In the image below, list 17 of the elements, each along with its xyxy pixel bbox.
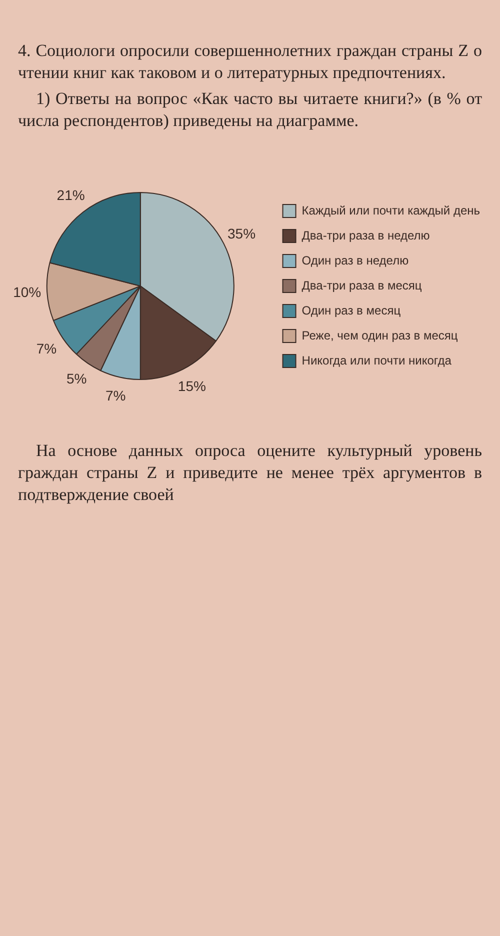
chart-title: 4. Социологи опросили совершеннолетних граждан страны Z о чтении книг как таковом и о литературных предпочтениях. (18, 40, 482, 84)
text: На основе данных опроса оцените культурный уровень граждан страны Z и приведите не менее трёх аргументов в подтверждение своей (18, 440, 482, 506)
data-label: 7% (106, 388, 126, 404)
data-label: 5% (66, 370, 87, 387)
legend-label: Два-три раза в неделю (302, 228, 430, 242)
chart-subtitle: 1) Ответы на вопрос «Как часто вы читаете книги?» (в % от числа респондентов) приведены на диаграмме. (18, 88, 482, 132)
legend-label: Никогда или почти никогда (302, 353, 452, 368)
data-label: 10% (13, 284, 42, 300)
legend-label: Один раз в месяц (302, 303, 401, 318)
legend-label: Реже, чем один раз в месяц (302, 328, 458, 342)
legend-label: Два-три раза в месяц (302, 278, 422, 292)
data-label: 7% (36, 340, 57, 357)
data-label: 15% (178, 378, 206, 394)
legend-label: Один раз в неделю (302, 253, 409, 268)
legend-label: Каждый или почти каждый день (302, 203, 480, 218)
data-label: 21% (56, 187, 85, 204)
data-label: 35% (228, 225, 256, 242)
